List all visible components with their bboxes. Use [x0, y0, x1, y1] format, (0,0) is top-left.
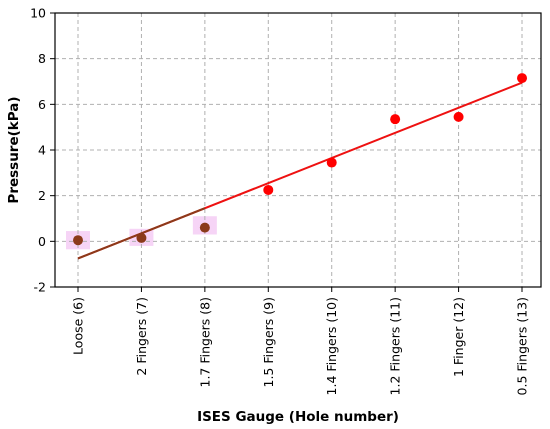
x-tick-label: 1.2 Fingers (11)	[388, 297, 403, 395]
y-tick-label: 0	[38, 234, 46, 249]
x-tick-label: 1.4 Fingers (10)	[324, 297, 339, 395]
plot-frame	[54, 12, 542, 288]
x-tick-label: 1.7 Fingers (8)	[197, 297, 212, 388]
data-point	[453, 111, 464, 122]
x-tick-label: Loose (6)	[71, 297, 86, 355]
data-point	[199, 222, 210, 233]
x-axis-label: ISES Gauge (Hole number)	[197, 409, 399, 425]
data-point	[390, 114, 401, 125]
data-point	[263, 184, 274, 195]
data-point	[326, 157, 337, 168]
data-point	[517, 73, 528, 84]
y-tick-label: 8	[38, 51, 46, 66]
data-point	[73, 235, 83, 246]
y-tick-label: -2	[34, 280, 46, 295]
y-tick-label: 6	[38, 97, 46, 112]
x-tick-label: 1.5 Fingers (9)	[261, 297, 276, 388]
y-tick-label: 2	[38, 188, 46, 203]
y-tick-label: 10	[30, 6, 46, 21]
data-point	[136, 232, 147, 243]
x-tick-label: 0.5 Fingers (13)	[515, 297, 530, 395]
x-tick-label: 1 Finger (12)	[451, 297, 466, 377]
y-tick-label: 4	[38, 143, 46, 158]
y-axis-label: Pressure(kPa)	[6, 96, 22, 203]
x-tick-label: 2 Fingers (7)	[134, 297, 149, 376]
